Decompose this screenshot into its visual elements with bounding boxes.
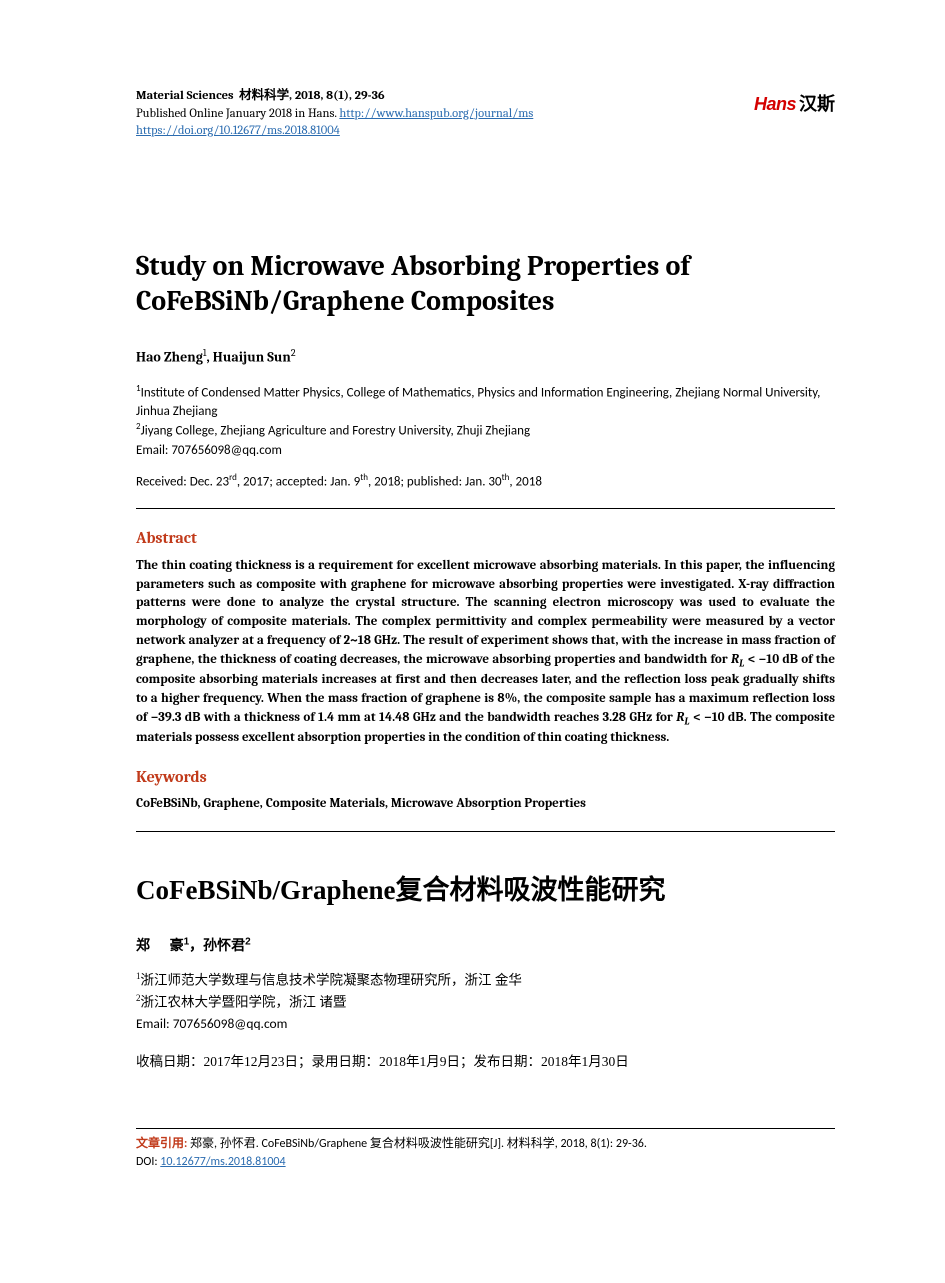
journal-url-link[interactable]: http://www.hanspub.org/journal/ms bbox=[339, 107, 533, 121]
affil-cn-2-text: 浙江农林大学暨阳学院，浙江 诸暨 bbox=[141, 994, 347, 1009]
affil-1-text: Institute of Condensed Matter Physics, C… bbox=[136, 385, 820, 418]
author-cn-sep: ， bbox=[189, 937, 203, 953]
abstract-heading: Abstract bbox=[136, 529, 835, 547]
abstract-text: The thin coating thickness is a requirem… bbox=[136, 557, 835, 748]
keywords-text: CoFeBSiNb, Graphene, Composite Materials… bbox=[136, 796, 835, 811]
footer-citation: 文章引用: 郑豪, 孙怀君. CoFeBSiNb/Graphene 复合材料吸波… bbox=[136, 1128, 835, 1171]
authors-english: Hao Zheng1, Huaijun Sun2 bbox=[136, 347, 835, 366]
email-cn: Email: 707656098@qq.com bbox=[136, 1015, 835, 1032]
accepted-pre: accepted: Jan. 9 bbox=[276, 475, 360, 490]
journal-line: Material Sciences 材料科学, 2018, 8(1), 29-3… bbox=[136, 88, 533, 106]
journal-name-cn: 材料科学 bbox=[239, 89, 289, 103]
affiliation-cn-1: 1浙江师范大学数理与信息技术学院凝聚态物理研究所，浙江 金华 bbox=[136, 969, 835, 991]
journal-name: Material Sciences bbox=[136, 89, 234, 103]
publisher-logo: Hans汉斯 bbox=[754, 90, 835, 116]
doi-link[interactable]: https://doi.org/10.12677/ms.2018.81004 bbox=[136, 124, 340, 138]
author-1-sup: 1 bbox=[203, 347, 207, 359]
abstract-p1: The thin coating thickness is a requirem… bbox=[136, 558, 835, 667]
affiliation-1: 1Institute of Condensed Matter Physics, … bbox=[136, 383, 835, 421]
author-1: Hao Zheng bbox=[136, 348, 203, 365]
cite-text: 郑豪, 孙怀君. CoFeBSiNb/Graphene 复合材料吸波性能研究[J… bbox=[190, 1137, 647, 1151]
logo-hans: Hans bbox=[754, 94, 796, 114]
divider-2 bbox=[136, 831, 835, 832]
published-pre: published: Jan. 30 bbox=[407, 475, 502, 490]
header-row: Material Sciences 材料科学, 2018, 8(1), 29-3… bbox=[136, 88, 835, 141]
cite-label: 文章引用: bbox=[136, 1137, 190, 1151]
author-2: Huaijun Sun bbox=[213, 348, 291, 365]
author-cn-1b: 豪 bbox=[170, 937, 184, 953]
title-english: Study on Microwave Absorbing Properties … bbox=[136, 249, 835, 319]
author-cn-1a: 郑 bbox=[136, 937, 150, 953]
header-meta: Material Sciences 材料科学, 2018, 8(1), 29-3… bbox=[136, 88, 533, 141]
affiliation-2: 2Jiyang College, Zhejiang Agriculture an… bbox=[136, 421, 835, 441]
received-suf: , 2017; bbox=[237, 475, 276, 490]
affil-2-text: Jiyang College, Zhejiang Agriculture and… bbox=[141, 423, 531, 438]
title-chinese: CoFeBSiNb/Graphene复合材料吸波性能研究 bbox=[136, 868, 835, 907]
keywords-heading: Keywords bbox=[136, 768, 835, 786]
dates-english: Received: Dec. 23rd, 2017; accepted: Jan… bbox=[136, 472, 835, 489]
affiliation-cn-2: 2浙江农林大学暨阳学院，浙江 诸暨 bbox=[136, 991, 835, 1013]
doi-line: https://doi.org/10.12677/ms.2018.81004 bbox=[136, 123, 533, 141]
authors-chinese: 郑豪1，孙怀君2 bbox=[136, 935, 835, 955]
publish-line: Published Online January 2018 in Hans. h… bbox=[136, 106, 533, 124]
logo-cn: 汉斯 bbox=[799, 94, 835, 114]
affil-cn-1-text: 浙江师范大学数理与信息技术学院凝聚态物理研究所，浙江 金华 bbox=[141, 972, 522, 987]
th-sup-1: th bbox=[360, 472, 368, 483]
page: Material Sciences 材料科学, 2018, 8(1), 29-3… bbox=[0, 0, 945, 1231]
author-2-sup: 2 bbox=[291, 347, 296, 359]
published-suf: , 2018 bbox=[509, 475, 542, 490]
author-cn-2-sup: 2 bbox=[245, 936, 251, 947]
divider-1 bbox=[136, 508, 835, 509]
dates-chinese: 收稿日期：2017年12月23日；录用日期：2018年1月9日；发布日期：201… bbox=[136, 1050, 835, 1070]
accepted-suf: , 2018; bbox=[368, 475, 407, 490]
received-pre: Received: Dec. 23 bbox=[136, 475, 229, 490]
doi-label: DOI: bbox=[136, 1155, 160, 1169]
journal-year-vol: 2018, 8(1), 29-36 bbox=[295, 89, 385, 103]
doi-footer-link[interactable]: 10.12677/ms.2018.81004 bbox=[160, 1155, 285, 1169]
doi-footer-line: DOI: 10.12677/ms.2018.81004 bbox=[136, 1153, 835, 1171]
author-cn-2: 孙怀君 bbox=[203, 937, 245, 953]
publish-prefix: Published Online January 2018 in Hans. bbox=[136, 107, 339, 121]
rl-1: R bbox=[731, 652, 739, 667]
email: Email: 707656098@qq.com bbox=[136, 443, 835, 458]
rd-sup: rd bbox=[229, 472, 237, 483]
citation-line: 文章引用: 郑豪, 孙怀君. CoFeBSiNb/Graphene 复合材料吸波… bbox=[136, 1135, 835, 1153]
